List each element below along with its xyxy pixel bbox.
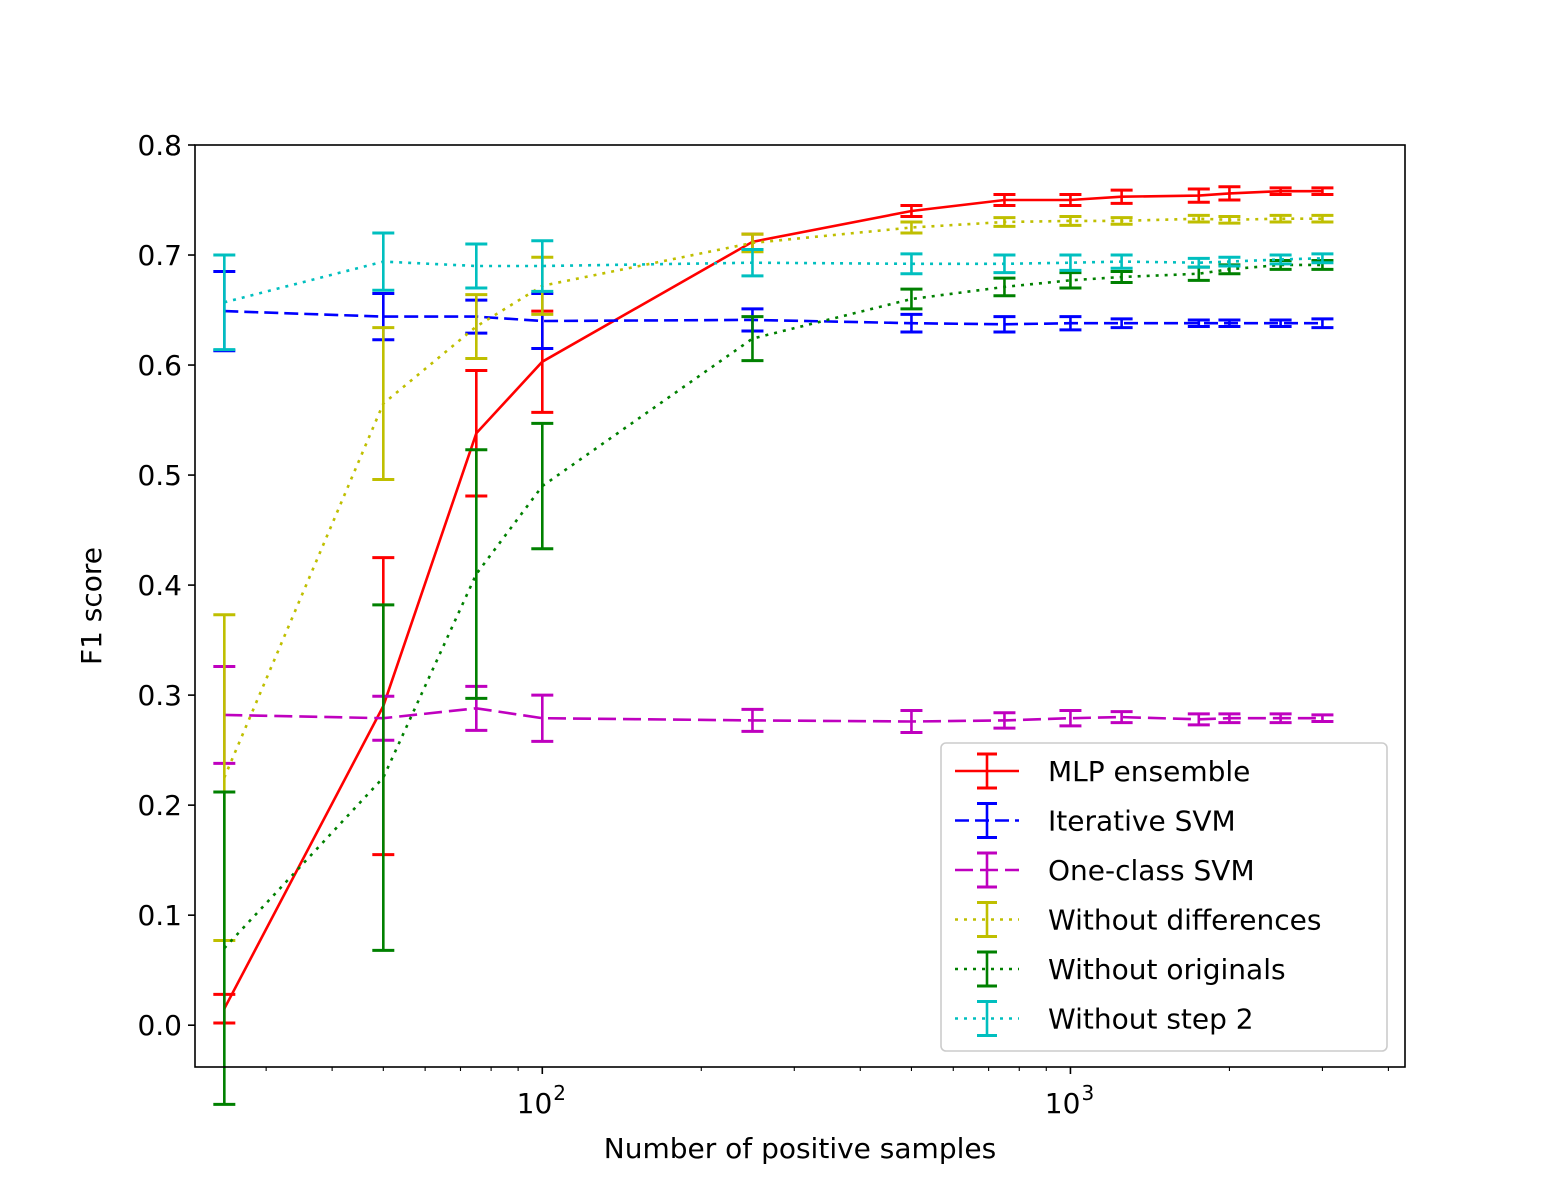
series-without-step-2: [213, 231, 1334, 352]
x-tick-label: 10: [1045, 1087, 1081, 1120]
y-axis-ticks: 0.0 0.1 0.2 0.3 0.4 0.5 0.6 0.7 0.8: [137, 129, 195, 1042]
y-tick-label: 0.5: [137, 459, 182, 492]
legend: MLP ensemble Iterative SVM One-class SVM Wi…: [940, 742, 1388, 1052]
legend-entry: One-class SVM: [955, 851, 1255, 889]
legend-label: MLP ensemble: [1048, 755, 1250, 788]
x-tick-label: 10: [517, 1087, 553, 1120]
legend-frame: [940, 742, 1388, 1052]
y-axis-label: F1 score: [75, 547, 108, 665]
plot-area: [213, 185, 1334, 1106]
x-axis-ticks: 10 2 10 3: [265, 1067, 1389, 1120]
legend-label: Iterative SVM: [1048, 805, 1236, 838]
x-axis-label: Number of positive samples: [604, 1132, 996, 1165]
y-tick-label: 0.7: [137, 239, 182, 272]
y-tick-label: 0.3: [137, 679, 182, 712]
legend-entry: MLP ensemble: [955, 752, 1250, 790]
legend-label: One-class SVM: [1048, 854, 1255, 887]
series-without-originals: [213, 259, 1334, 1106]
y-tick-label: 0.6: [137, 349, 182, 382]
x-tick-exponent: 2: [553, 1081, 566, 1105]
y-tick-label: 0.4: [137, 569, 182, 602]
y-tick-label: 0.0: [137, 1009, 182, 1042]
legend-entry: Without step 2: [955, 1000, 1254, 1037]
y-tick-label: 0.1: [137, 899, 182, 932]
x-tick-exponent: 3: [1081, 1081, 1094, 1105]
legend-entry: Without originals: [955, 950, 1286, 988]
legend-entry: Iterative SVM: [955, 802, 1236, 839]
y-tick-label: 0.2: [137, 789, 182, 822]
legend-label: Without step 2: [1048, 1003, 1254, 1036]
legend-label: Without differences: [1048, 904, 1321, 937]
axes-frame: [194, 144, 1406, 1068]
legend-entry: Without differences: [955, 901, 1321, 938]
series-without-differences: [213, 213, 1334, 942]
axes: 0.00.10.20.30.40.50.60.70.8 10 2 10 3 Numbe…: [75, 129, 1406, 1165]
y-tick-label: 0.8: [137, 129, 182, 162]
legend-label: Without originals: [1048, 953, 1286, 986]
